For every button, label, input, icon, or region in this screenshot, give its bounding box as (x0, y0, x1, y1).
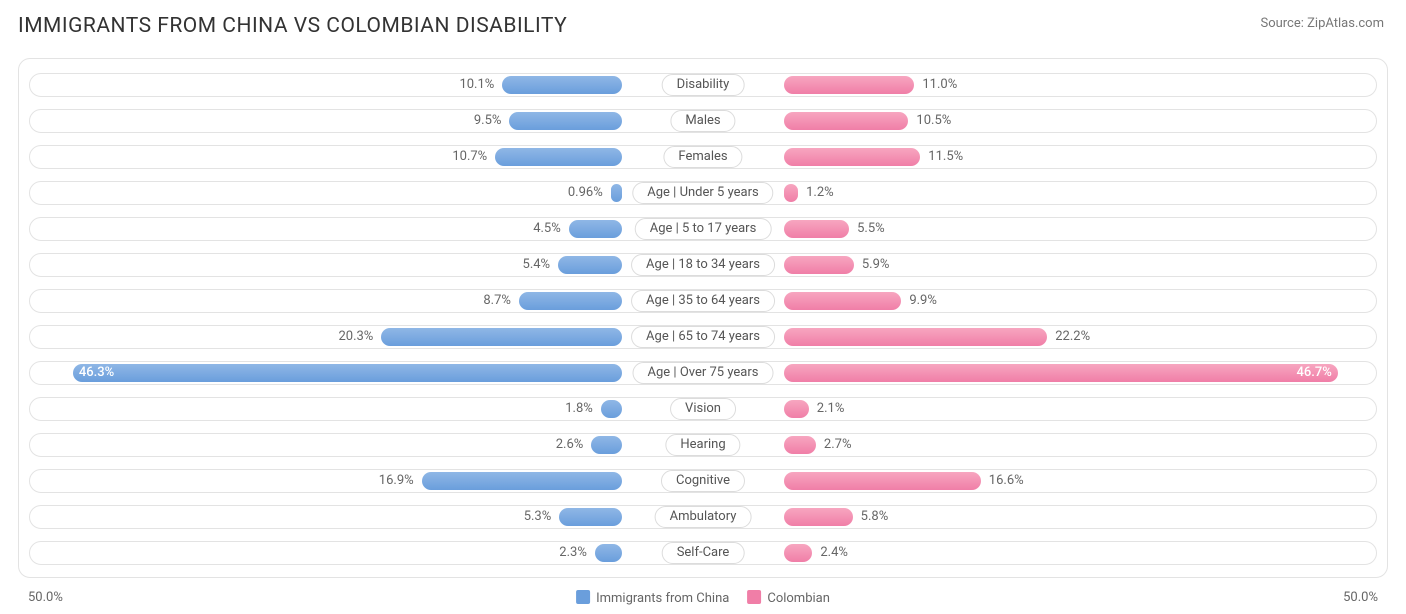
bar-right (784, 256, 854, 274)
axis-left-max: 50.0% (28, 590, 63, 605)
category-label: Age | 5 to 17 years (635, 218, 772, 240)
category-label: Age | 18 to 34 years (631, 254, 775, 276)
value-label-right: 1.2% (806, 184, 834, 202)
bar-left (502, 76, 622, 94)
value-label-right: 5.5% (857, 220, 885, 238)
legend-label-right: Colombian (767, 591, 830, 606)
category-label: Age | Under 5 years (632, 182, 773, 204)
chart-area: 10.1%11.0%Disability9.5%10.5%Males10.7%1… (18, 58, 1388, 578)
bar-left (601, 400, 622, 418)
category-label: Age | Over 75 years (633, 362, 774, 384)
value-label-right: 11.5% (928, 148, 963, 166)
chart-row: 9.5% 10.5% Males (29, 103, 1377, 137)
value-label-right: 9.9% (909, 292, 937, 310)
bar-right (784, 112, 909, 130)
bar-left (73, 364, 622, 382)
chart-row: 8.7% 9.9% Age | 35 to 64 years (29, 283, 1377, 317)
value-label-right: 22.2% (1055, 328, 1090, 346)
chart-row: 5.4% 5.9% Age | 18 to 34 years (29, 247, 1377, 281)
bar-right (784, 292, 901, 310)
bar-right (784, 76, 914, 94)
legend-swatch-left (576, 590, 590, 604)
value-label-left: 9.5% (474, 112, 502, 130)
value-label-left: 2.6% (556, 436, 584, 454)
value-label-left: 20.3% (338, 328, 373, 346)
chart-row: 5.3% 5.8% Ambulatory (29, 499, 1377, 533)
bar-right (784, 436, 816, 454)
bar-left (611, 184, 622, 202)
value-label-right: 10.5% (916, 112, 951, 130)
value-label-left: 0.96% (568, 184, 603, 202)
bar-right (784, 364, 1338, 382)
chart-row: 2.3% 2.4% Self-Care (29, 535, 1377, 569)
category-label: Age | 65 to 74 years (631, 326, 775, 348)
bar-left (495, 148, 622, 166)
bar-left (381, 328, 622, 346)
category-label: Self-Care (662, 542, 745, 564)
chart-row: 2.6% 2.7% Hearing (29, 427, 1377, 461)
bar-right (784, 472, 981, 490)
chart-title: IMMIGRANTS FROM CHINA VS COLOMBIAN DISAB… (0, 0, 1406, 42)
bar-right (784, 184, 798, 202)
bar-left (559, 508, 622, 526)
bar-right (784, 148, 920, 166)
category-label: Hearing (665, 434, 740, 456)
category-label: Ambulatory (655, 506, 752, 528)
legend-item-left: Immigrants from China (576, 590, 729, 606)
category-label: Age | 35 to 64 years (631, 290, 775, 312)
value-label-right: 46.7% (1297, 364, 1332, 382)
value-label-left: 1.8% (565, 400, 593, 418)
value-label-right: 2.4% (820, 544, 848, 562)
value-label-left: 10.7% (452, 148, 487, 166)
value-label-left: 46.3% (79, 364, 114, 382)
chart-row: 20.3% 22.2% Age | 65 to 74 years (29, 319, 1377, 353)
bar-right (784, 220, 849, 238)
bar-left (591, 436, 622, 454)
value-label-left: 2.3% (559, 544, 587, 562)
value-label-left: 8.7% (483, 292, 511, 310)
value-label-right: 16.6% (989, 472, 1024, 490)
bar-right (784, 508, 853, 526)
bar-left (509, 112, 622, 130)
chart-row: 0.96% 1.2% Age | Under 5 years (29, 175, 1377, 209)
value-label-right: 2.1% (817, 400, 845, 418)
category-label: Females (663, 146, 742, 168)
bar-left (595, 544, 622, 562)
value-label-right: 2.7% (824, 436, 852, 454)
bar-right (784, 544, 812, 562)
category-label: Males (670, 110, 735, 132)
value-label-left: 4.5% (533, 220, 561, 238)
value-label-left: 5.3% (524, 508, 552, 526)
chart-footer: 50.0% Immigrants from China Colombian 50… (18, 586, 1388, 614)
value-label-left: 16.9% (379, 472, 414, 490)
source-attribution: Source: ZipAtlas.com (1260, 16, 1384, 31)
chart-row: 4.5% 5.5% Age | 5 to 17 years (29, 211, 1377, 245)
legend: Immigrants from China Colombian (576, 590, 830, 606)
chart-row: 10.1% 11.0% Disability (29, 67, 1377, 101)
bar-right (784, 328, 1047, 346)
value-label-left: 10.1% (459, 76, 494, 94)
bar-right (784, 400, 809, 418)
category-label: Vision (670, 398, 736, 420)
bar-left (519, 292, 622, 310)
value-label-right: 5.9% (862, 256, 890, 274)
bar-left (558, 256, 622, 274)
legend-label-left: Immigrants from China (596, 591, 729, 606)
legend-item-right: Colombian (747, 590, 830, 606)
value-label-right: 11.0% (922, 76, 957, 94)
chart-row: 16.9% 16.6% Cognitive (29, 463, 1377, 497)
value-label-right: 5.8% (861, 508, 889, 526)
value-label-left: 5.4% (523, 256, 551, 274)
chart-row: 46.3% 46.7% Age | Over 75 years (29, 355, 1377, 389)
bar-left (569, 220, 622, 238)
chart-row: 10.7% 11.5% Females (29, 139, 1377, 173)
category-label: Disability (662, 74, 745, 96)
legend-swatch-right (747, 590, 761, 604)
bar-left (422, 472, 622, 490)
category-label: Cognitive (661, 470, 745, 492)
axis-right-max: 50.0% (1343, 590, 1378, 605)
chart-row: 1.8% 2.1% Vision (29, 391, 1377, 425)
